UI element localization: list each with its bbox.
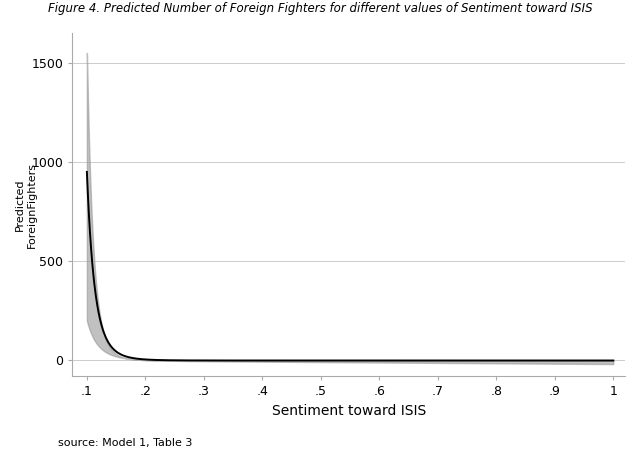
- X-axis label: Sentiment toward ISIS: Sentiment toward ISIS: [271, 404, 426, 418]
- Text: Figure 4. Predicted Number of Foreign Fighters for different values of Sentiment: Figure 4. Predicted Number of Foreign Fi…: [48, 2, 592, 15]
- Y-axis label: Predicted
ForeignFighters: Predicted ForeignFighters: [15, 162, 36, 248]
- Text: source: Model 1, Table 3: source: Model 1, Table 3: [58, 438, 192, 448]
